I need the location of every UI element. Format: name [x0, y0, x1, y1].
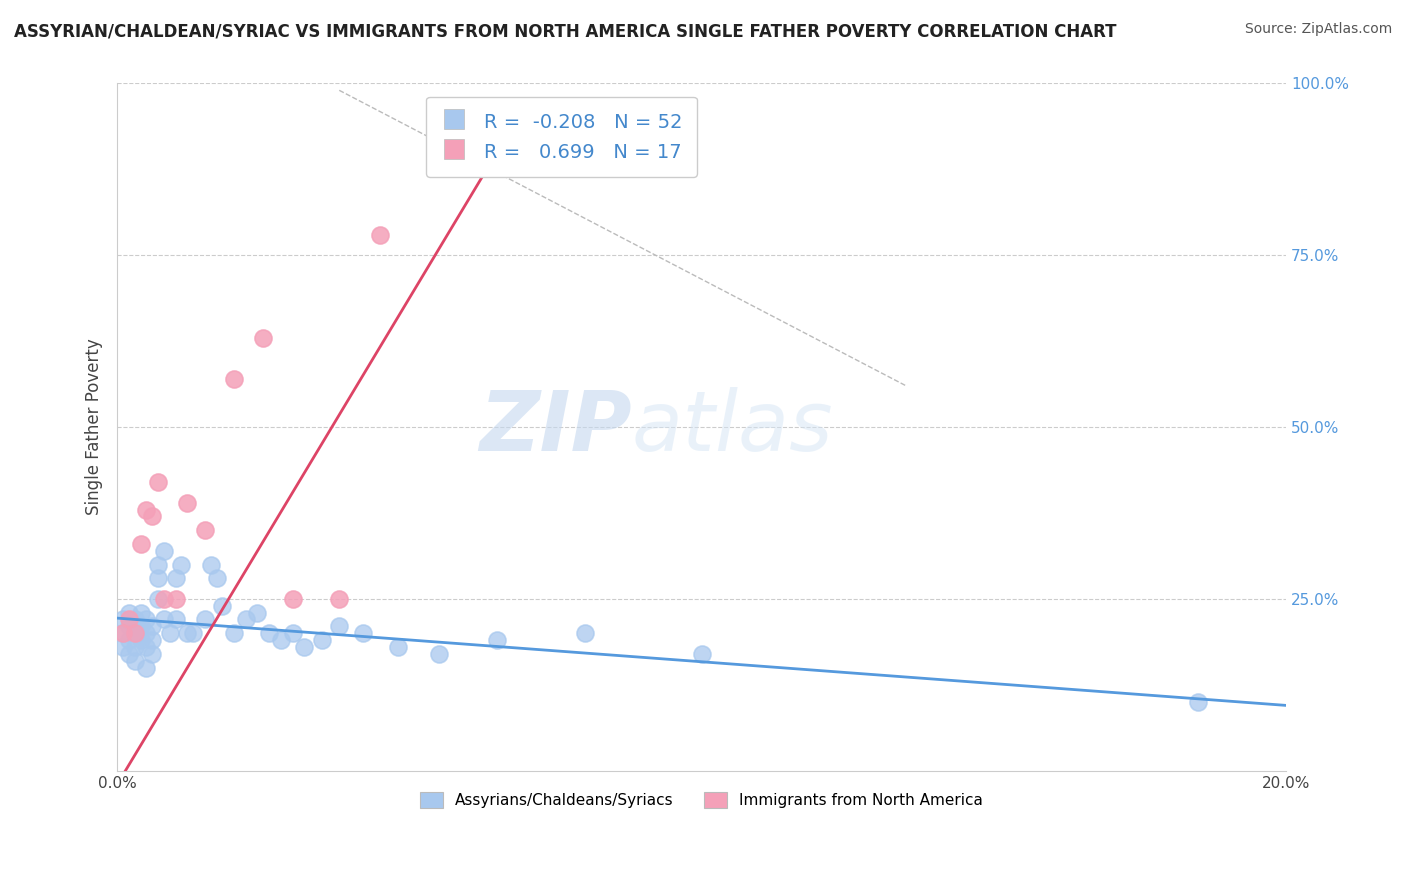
Point [118, 647, 141, 661]
Point [135, 640, 157, 654]
Point [222, 626, 245, 640]
Point [246, 606, 269, 620]
Point [281, 626, 304, 640]
Point [135, 502, 157, 516]
Point [270, 633, 292, 648]
Point [141, 633, 163, 648]
Point [311, 633, 333, 648]
Point [124, 626, 146, 640]
Point [124, 654, 146, 668]
Point [118, 619, 141, 633]
Point [146, 558, 169, 572]
Point [292, 640, 315, 654]
Point [194, 612, 217, 626]
Point [486, 633, 509, 648]
Y-axis label: Single Father Poverty: Single Father Poverty [86, 339, 103, 516]
Point [352, 626, 374, 640]
Point [1187, 695, 1209, 709]
Text: ZIP: ZIP [479, 386, 631, 467]
Point [165, 591, 187, 606]
Point [181, 626, 204, 640]
Point [112, 612, 135, 626]
Point [118, 612, 141, 626]
Point [141, 647, 163, 661]
Point [135, 626, 157, 640]
Point [368, 227, 391, 242]
Point [328, 591, 350, 606]
Point [112, 640, 135, 654]
Point [387, 640, 409, 654]
Point [146, 571, 169, 585]
Text: Source: ZipAtlas.com: Source: ZipAtlas.com [1244, 22, 1392, 37]
Point [124, 612, 146, 626]
Point [176, 626, 198, 640]
Point [129, 537, 152, 551]
Point [124, 626, 146, 640]
Point [141, 509, 163, 524]
Text: ASSYRIAN/CHALDEAN/SYRIAC VS IMMIGRANTS FROM NORTH AMERICA SINGLE FATHER POVERTY : ASSYRIAN/CHALDEAN/SYRIAC VS IMMIGRANTS F… [14, 22, 1116, 40]
Point [135, 660, 157, 674]
Point [200, 558, 222, 572]
Text: atlas: atlas [631, 386, 834, 467]
Point [222, 372, 245, 386]
Point [146, 591, 169, 606]
Point [690, 647, 713, 661]
Point [427, 647, 450, 661]
Point [118, 633, 141, 648]
Point [205, 571, 228, 585]
Point [129, 606, 152, 620]
Point [153, 612, 176, 626]
Point [165, 571, 187, 585]
Point [118, 606, 141, 620]
Point [112, 626, 135, 640]
Point [235, 612, 257, 626]
Point [146, 475, 169, 489]
Point [328, 619, 350, 633]
Point [141, 619, 163, 633]
Point [252, 331, 274, 345]
Point [170, 558, 193, 572]
Point [129, 619, 152, 633]
Point [159, 626, 181, 640]
Legend: Assyrians/Chaldeans/Syriacs, Immigrants from North America: Assyrians/Chaldeans/Syriacs, Immigrants … [413, 787, 990, 814]
Point [211, 599, 233, 613]
Point [153, 543, 176, 558]
Point [574, 626, 596, 640]
Point [257, 626, 280, 640]
Point [135, 612, 157, 626]
Point [129, 633, 152, 648]
Point [124, 640, 146, 654]
Point [427, 145, 450, 160]
Point [281, 591, 304, 606]
Point [176, 496, 198, 510]
Point [153, 591, 176, 606]
Point [194, 523, 217, 537]
Point [165, 612, 187, 626]
Point [112, 626, 135, 640]
